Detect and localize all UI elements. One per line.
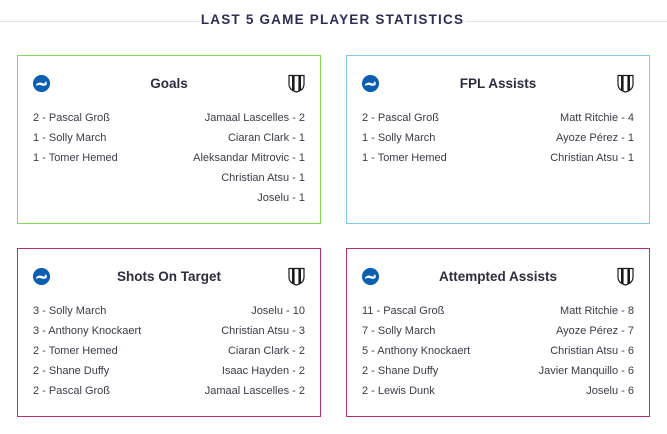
brighton-crest-icon — [33, 268, 50, 285]
player-stat-row: 3 - Anthony Knockaert — [33, 325, 142, 337]
card-title: Attempted Assists — [438, 269, 558, 284]
newcastle-crest-icon — [288, 74, 305, 93]
player-stat-row: Ciaran Clark - 2 — [227, 345, 305, 357]
player-stat-row: 1 - Solly March — [33, 132, 107, 144]
card-title: FPL Assists — [459, 76, 537, 91]
player-stat-row: Ayoze Pérez - 7 — [555, 325, 634, 337]
newcastle-crest-icon — [617, 74, 634, 93]
player-stat-row: Ciaran Clark - 1 — [227, 132, 305, 144]
player-stat-row: 3 - Solly March — [33, 305, 107, 317]
player-stat-row: 1 - Tomer Hemed — [33, 152, 118, 164]
player-stat-row: 2 - Tomer Hemed — [33, 345, 118, 357]
home-player-list: 2 - Pascal Groß 1 - Solly March 1 - Tomer … — [362, 108, 447, 168]
player-stat-row: Joselu - 10 — [251, 305, 305, 317]
newcastle-crest-icon — [288, 267, 305, 286]
brighton-crest-icon — [362, 268, 379, 285]
home-player-list: 2 - Pascal Groß 1 - Solly March 1 - Tomer … — [33, 108, 118, 168]
header-divider-left — [0, 21, 200, 22]
player-stat-row: 2 - Pascal Groß — [33, 385, 111, 397]
player-stat-row: Christian Atsu - 3 — [221, 325, 305, 337]
away-player-list: Joselu - 10 Christian Atsu - 3 Ciaran Clar… — [205, 301, 305, 401]
home-player-list: 3 - Solly March 3 - Anthony Knockaert 2 - … — [33, 301, 141, 401]
section-title: LAST 5 GAME PLAYER STATISTICS — [200, 12, 465, 27]
player-stat-row: Ayoze Pérez - 1 — [555, 132, 634, 144]
player-stat-row: Javier Manquillo - 6 — [538, 365, 634, 377]
away-player-list: Matt Ritchie - 8 Ayoze Pérez - 7 Christian… — [539, 301, 634, 401]
player-stat-row: Jamaal Lascelles - 2 — [204, 385, 305, 397]
home-player-list: 11 - Pascal Groß 7 - Solly March 5 - Antho… — [362, 301, 470, 401]
player-stat-row: Joselu - 6 — [586, 385, 634, 397]
player-stat-row: 2 - Pascal Groß — [362, 112, 440, 124]
goals-card: Goals 2 - Pascal Groß 1 - Solly March 1 - … — [17, 55, 321, 224]
brighton-crest-icon — [362, 75, 379, 92]
player-stat-row: Isaac Hayden - 2 — [221, 365, 305, 377]
player-stat-row: Matt Ritchie - 8 — [560, 305, 634, 317]
section-header: LAST 5 GAME PLAYER STATISTICS — [0, 0, 667, 40]
player-stat-row: Christian Atsu - 6 — [550, 345, 634, 357]
player-stat-row: Jamaal Lascelles - 2 — [204, 112, 305, 124]
player-stat-row: 5 - Anthony Knockaert — [362, 345, 471, 357]
card-title: Goals — [150, 76, 188, 91]
player-stat-row: 2 - Lewis Dunk — [362, 385, 435, 397]
player-stat-row: 2 - Pascal Groß — [33, 112, 111, 124]
shots-on-target-card: Shots On Target 3 - Solly March 3 - Antho… — [17, 248, 321, 417]
player-stat-row: 1 - Tomer Hemed — [362, 152, 447, 164]
player-stat-row: 2 - Shane Duffy — [362, 365, 439, 377]
header-divider-right — [465, 21, 667, 22]
player-stat-row: Matt Ritchie - 4 — [560, 112, 634, 124]
fpl-assists-card: FPL Assists 2 - Pascal Groß 1 - Solly Mar… — [346, 55, 650, 224]
player-stat-row: 2 - Shane Duffy — [33, 365, 110, 377]
player-stat-row: Joselu - 1 — [257, 192, 305, 204]
card-title: Shots On Target — [116, 269, 221, 284]
away-player-list: Matt Ritchie - 4 Ayoze Pérez - 1 Christian… — [550, 108, 634, 168]
player-stat-row: Aleksandar Mitrovic - 1 — [193, 152, 305, 164]
player-stat-row: 11 - Pascal Groß — [362, 305, 445, 317]
away-player-list: Jamaal Lascelles - 2 Ciaran Clark - 1 Alek… — [193, 108, 305, 208]
player-stat-row: 1 - Solly March — [362, 132, 436, 144]
player-stat-row: 7 - Solly March — [362, 325, 436, 337]
brighton-crest-icon — [33, 75, 50, 92]
attempted-assists-card: Attempted Assists 11 - Pascal Groß 7 - So… — [346, 248, 650, 417]
newcastle-crest-icon — [617, 267, 634, 286]
player-stat-row: Christian Atsu - 1 — [550, 152, 634, 164]
player-stat-row: Christian Atsu - 1 — [221, 172, 305, 184]
